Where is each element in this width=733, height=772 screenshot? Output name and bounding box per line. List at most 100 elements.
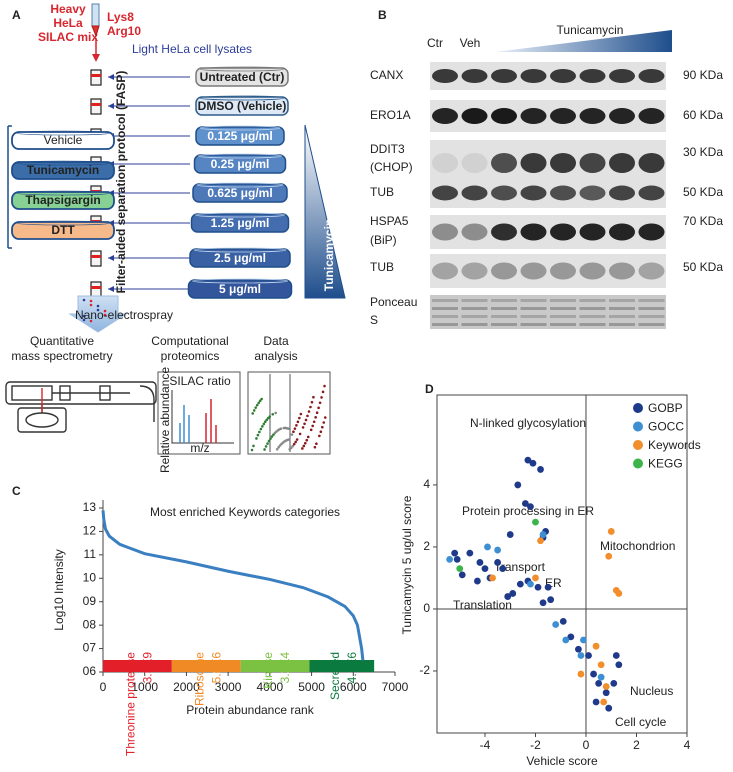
point (529, 459, 537, 467)
treatment-box (11, 191, 115, 210)
point (453, 555, 461, 563)
point (592, 698, 600, 706)
blot-band (550, 299, 576, 302)
point (580, 636, 587, 644)
blot-band (579, 307, 606, 310)
point (484, 543, 491, 551)
legend-swatch (633, 458, 643, 469)
legend-swatch (633, 421, 643, 432)
inset-dot (295, 424, 298, 427)
treatment-label: Vehicle (44, 133, 83, 147)
protein-label: ERO1A (370, 108, 411, 122)
protein-label: HSPA5 (370, 214, 409, 228)
tube (90, 250, 102, 267)
treatment-top (15, 190, 111, 196)
point (577, 652, 585, 659)
blot-band (579, 299, 606, 302)
inset-dot (271, 412, 275, 416)
sample-label: 0.625 μg/ml (207, 186, 272, 200)
inset-dot (305, 438, 309, 442)
blot-band (550, 223, 576, 241)
inset-dot (295, 438, 299, 441)
arrow-head (92, 54, 100, 62)
inset-dot (312, 420, 316, 424)
size-label: 60 KDa (683, 108, 723, 122)
inset-dot (322, 421, 326, 424)
blot-band (432, 153, 458, 173)
inset-dot (293, 427, 297, 430)
x-tick-label: 1000 (131, 680, 158, 694)
blot-band (579, 108, 606, 124)
sample-top (199, 125, 281, 131)
blot-band (579, 323, 606, 326)
blot-band (579, 262, 606, 280)
inset-dot (299, 412, 303, 416)
protein-label: Ponceau (370, 295, 417, 309)
blot-band (461, 223, 488, 241)
x-tick-label: 6000 (340, 680, 367, 694)
blot-band (609, 299, 635, 302)
x-tick-label: 2000 (173, 680, 200, 694)
blot-band (461, 299, 488, 302)
inset-dot (291, 444, 295, 448)
x-tick-label: 0 (100, 680, 107, 694)
bracket (7, 125, 12, 249)
y-tick-label: 10 (83, 570, 97, 584)
sample-box (195, 126, 285, 146)
protein-label: (BiP) (370, 233, 397, 247)
blot-band (491, 69, 517, 83)
inset-dot (303, 422, 306, 426)
sample-box (195, 96, 289, 116)
inset-dot (314, 416, 317, 419)
inset-dot (284, 439, 288, 442)
ms-detector (139, 385, 155, 422)
blot-band (550, 315, 576, 318)
annotation: Cell cycle (615, 715, 667, 729)
blot-band (491, 323, 517, 326)
band-name: Ribosome (192, 652, 206, 706)
blot-band (461, 262, 488, 280)
heavy-mix: HeLa (53, 16, 83, 30)
inset-dot (306, 435, 310, 439)
blot-band (579, 315, 606, 318)
line (101, 510, 365, 661)
sample-top (196, 182, 284, 188)
point (562, 636, 570, 644)
step-label: Data (263, 334, 289, 348)
sample-box (189, 248, 291, 268)
blot-band (461, 315, 488, 318)
y-tick-label: 2 (423, 539, 430, 553)
blot-band (550, 307, 576, 310)
inset-dot (294, 440, 297, 444)
treatment-box (11, 131, 115, 150)
point (547, 596, 555, 604)
sample-label: 5 μg/ml (219, 282, 261, 296)
gradient-triangle (304, 124, 346, 299)
blot-band (638, 185, 665, 201)
point (602, 683, 610, 690)
band-name: Secreted (328, 652, 342, 700)
step-label: proteomics (161, 349, 220, 363)
inset-dot (275, 447, 279, 451)
inset-dot (298, 432, 302, 436)
tube (90, 281, 102, 298)
inset-dot (290, 433, 294, 436)
arrow-head (108, 74, 114, 80)
inset-dot (274, 411, 277, 415)
inset-dot (304, 418, 308, 422)
point (524, 456, 532, 464)
point (575, 645, 582, 653)
panel-letter: B (378, 8, 387, 22)
point (514, 481, 522, 489)
blot-band (520, 185, 547, 201)
y-tick-label: 11 (84, 547, 97, 561)
blot-band (638, 223, 665, 241)
inset-dot (278, 444, 282, 447)
blot-band (432, 185, 458, 201)
point (494, 559, 502, 566)
pipette (91, 3, 100, 27)
blot-band (638, 323, 665, 326)
blot-band (638, 315, 665, 318)
blot-band (638, 153, 665, 173)
